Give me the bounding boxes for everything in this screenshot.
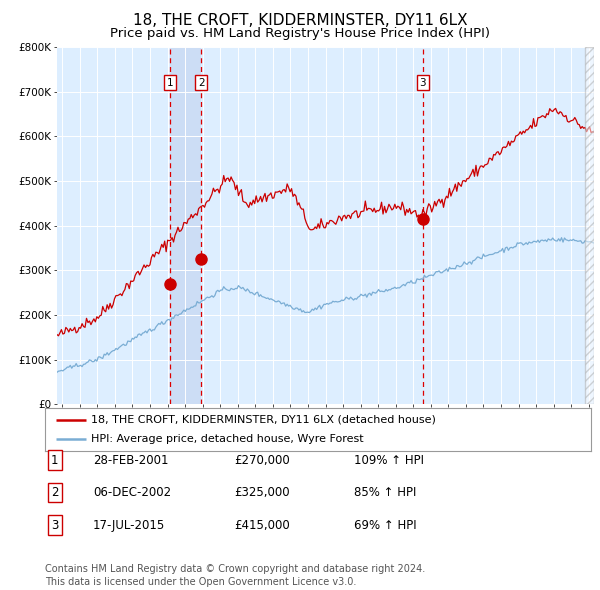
Text: 3: 3 bbox=[51, 519, 58, 532]
Text: Price paid vs. HM Land Registry's House Price Index (HPI): Price paid vs. HM Land Registry's House … bbox=[110, 27, 490, 40]
Text: £415,000: £415,000 bbox=[234, 519, 290, 532]
Text: 109% ↑ HPI: 109% ↑ HPI bbox=[354, 454, 424, 467]
Text: 18, THE CROFT, KIDDERMINSTER, DY11 6LX: 18, THE CROFT, KIDDERMINSTER, DY11 6LX bbox=[133, 13, 467, 28]
Text: 18, THE CROFT, KIDDERMINSTER, DY11 6LX (detached house): 18, THE CROFT, KIDDERMINSTER, DY11 6LX (… bbox=[91, 415, 436, 425]
Text: £270,000: £270,000 bbox=[234, 454, 290, 467]
Text: 17-JUL-2015: 17-JUL-2015 bbox=[93, 519, 165, 532]
Text: 2: 2 bbox=[51, 486, 59, 499]
Text: 2: 2 bbox=[198, 78, 205, 88]
Text: 28-FEB-2001: 28-FEB-2001 bbox=[93, 454, 169, 467]
Text: Contains HM Land Registry data © Crown copyright and database right 2024.
This d: Contains HM Land Registry data © Crown c… bbox=[45, 564, 425, 587]
Bar bbox=[170, 47, 201, 404]
Text: £325,000: £325,000 bbox=[234, 486, 290, 499]
Text: 06-DEC-2002: 06-DEC-2002 bbox=[93, 486, 171, 499]
Text: 69% ↑ HPI: 69% ↑ HPI bbox=[354, 519, 416, 532]
Text: 1: 1 bbox=[167, 78, 173, 88]
Text: 85% ↑ HPI: 85% ↑ HPI bbox=[354, 486, 416, 499]
Text: HPI: Average price, detached house, Wyre Forest: HPI: Average price, detached house, Wyre… bbox=[91, 434, 364, 444]
Polygon shape bbox=[585, 47, 594, 404]
Text: 1: 1 bbox=[51, 454, 59, 467]
Text: 3: 3 bbox=[419, 78, 426, 88]
